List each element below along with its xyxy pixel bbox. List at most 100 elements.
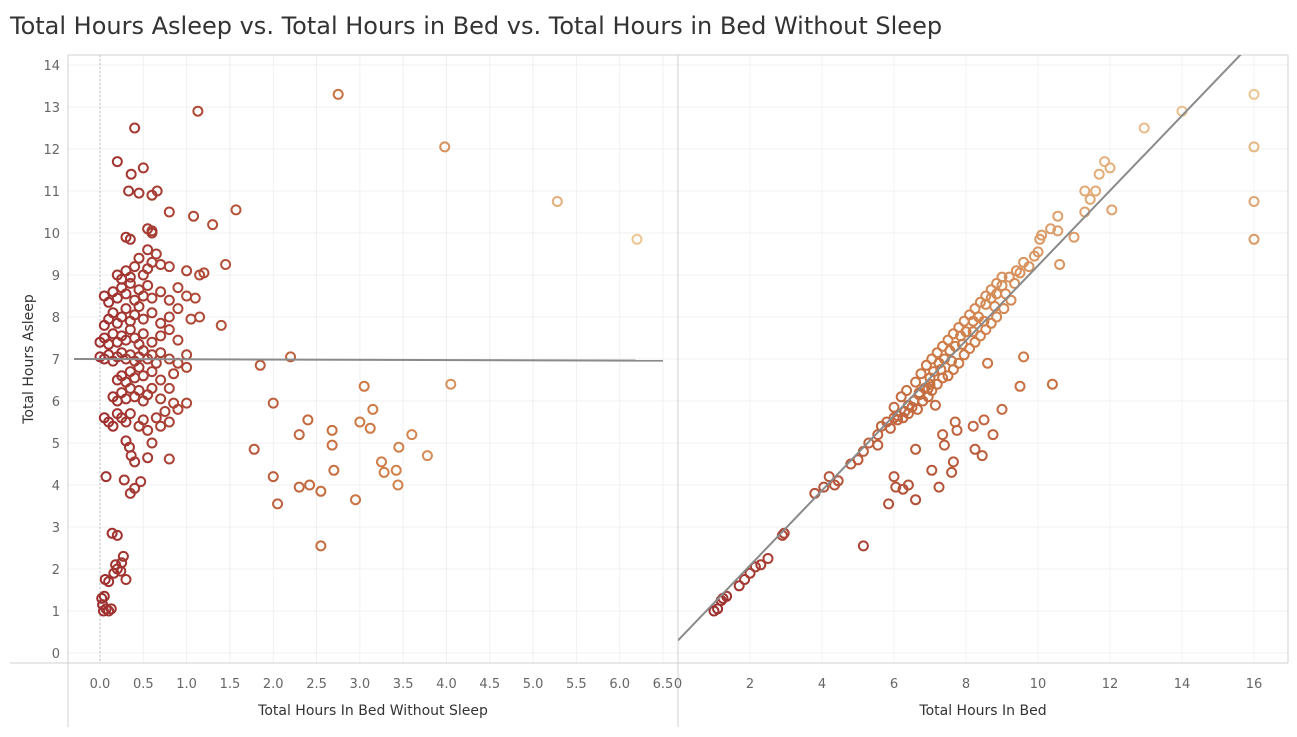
data-point (107, 307, 119, 319)
data-point (146, 307, 158, 319)
data-point (155, 330, 167, 342)
data-point (749, 561, 761, 573)
data-point (332, 88, 344, 100)
data-point (135, 476, 147, 488)
data-point (1052, 210, 1064, 222)
data-point (155, 393, 167, 405)
data-point (304, 479, 316, 491)
data-point (146, 225, 158, 237)
data-point (302, 414, 314, 426)
data-point (107, 420, 119, 432)
data-point (100, 471, 112, 483)
data-point (220, 259, 232, 270)
data-point (1036, 229, 1048, 241)
data-point (133, 252, 145, 264)
data-point (155, 347, 167, 359)
data-point (120, 303, 132, 315)
y-tick-label: 13 (43, 101, 60, 116)
data-point (884, 422, 896, 434)
data-point (922, 382, 934, 394)
data-point (358, 380, 370, 392)
x-tick-label: 2.0 (263, 677, 284, 692)
data-point (142, 424, 154, 436)
y-axis-title: Total Hours Asleep (21, 294, 37, 425)
data-point (124, 408, 136, 420)
data-point (938, 439, 950, 451)
data-point (721, 590, 733, 602)
data-point (120, 288, 132, 300)
data-point (958, 315, 970, 327)
data-point (956, 338, 968, 350)
data-point (168, 397, 180, 409)
grid-lines (68, 55, 1288, 663)
x-tick-label: 5.0 (523, 677, 544, 692)
data-point (163, 311, 175, 323)
data-point (953, 322, 965, 333)
data-point (1090, 185, 1102, 197)
data-point (958, 349, 970, 361)
data-point (155, 286, 167, 298)
data-point (393, 441, 405, 453)
data-point (124, 271, 136, 283)
data-point (181, 397, 193, 409)
x-tick-label: 2.5 (306, 677, 327, 692)
data-point (116, 311, 128, 323)
x-tick-label: 4 (818, 677, 826, 692)
data-point (189, 292, 201, 304)
x-tick-label: 1.0 (176, 677, 197, 692)
data-point (829, 479, 841, 491)
data-point (367, 403, 379, 415)
data-point (207, 219, 219, 231)
trend-line (678, 55, 1242, 642)
data-point (1014, 380, 1026, 392)
panel-frames (10, 54, 1289, 727)
data-point (96, 592, 108, 604)
y-tick-label: 6 (52, 395, 60, 410)
data-point (133, 385, 145, 396)
data-point (125, 168, 137, 180)
data-point (137, 414, 149, 426)
data-point (172, 334, 184, 346)
data-point (129, 122, 141, 134)
x-tick-label: 16 (1246, 677, 1263, 692)
data-point (267, 471, 279, 483)
data-point (254, 359, 266, 371)
x-tick-label: 3.5 (393, 677, 414, 692)
data-point (1106, 204, 1118, 216)
x-tick-label: 1.5 (220, 677, 241, 692)
data-point (111, 156, 123, 168)
x-tick-label: 6.0 (609, 677, 630, 692)
data-point (168, 368, 180, 380)
data-point (991, 311, 1003, 323)
data-point (129, 456, 141, 468)
data-point (933, 481, 945, 493)
data-point (974, 296, 986, 308)
data-point (350, 494, 362, 506)
data-point (755, 559, 767, 571)
data-point (151, 185, 163, 197)
data-point (106, 527, 118, 539)
data-point (1045, 223, 1057, 235)
data-point (996, 271, 1008, 283)
data-point (198, 267, 210, 279)
data-point (1032, 246, 1044, 258)
data-point (293, 481, 305, 493)
data-point (935, 364, 947, 375)
data-point (969, 303, 981, 315)
data-point (888, 471, 900, 483)
data-point (902, 479, 914, 491)
data-point (117, 550, 129, 562)
data-point (376, 456, 387, 468)
x-tick-label: 6 (890, 677, 898, 692)
data-point (103, 576, 115, 588)
data-point (111, 292, 123, 304)
data-point (293, 429, 305, 441)
data-point (1248, 196, 1260, 207)
data-point (911, 403, 923, 415)
data-point (920, 359, 932, 371)
data-point (910, 494, 922, 506)
data-point (1248, 141, 1260, 153)
y-tick-label: 5 (52, 437, 60, 452)
data-point (103, 296, 115, 308)
data-point (937, 429, 949, 441)
